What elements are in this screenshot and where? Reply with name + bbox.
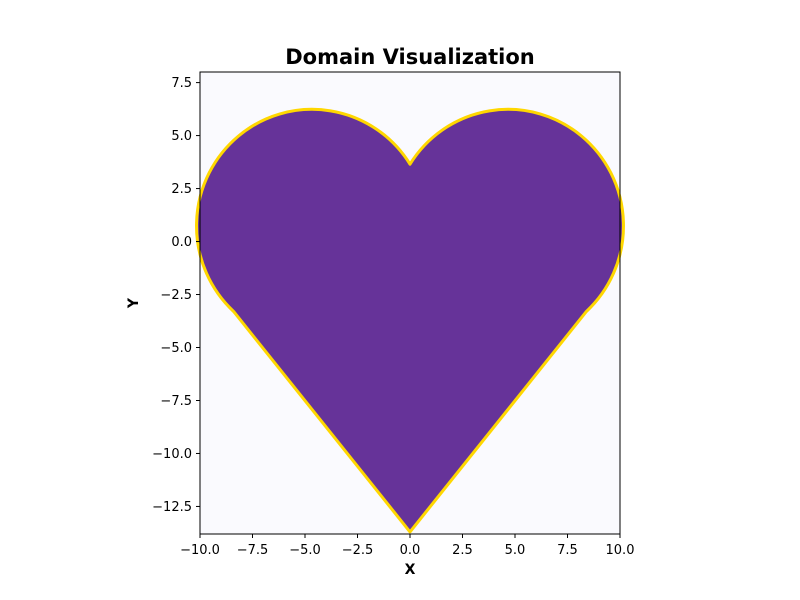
y-axis: 7.5 5.0 2.5 0.0 −2.5 −5.0 −7.5 −10.0 −12.5 (152, 76, 200, 515)
x-tick-label: 0.0 (400, 543, 421, 558)
x-tick-label: 2.5 (452, 543, 473, 558)
x-tick-label: 5.0 (505, 543, 526, 558)
y-tick-label: 7.5 (171, 76, 192, 91)
domain-shape (195, 107, 625, 534)
x-tick-label: −5.0 (289, 543, 321, 558)
y-axis-label: Y (126, 297, 142, 309)
y-tick-label: 2.5 (171, 182, 192, 197)
x-tick-label: −7.5 (237, 543, 269, 558)
y-tick-label: −7.5 (160, 394, 192, 409)
x-tick-label: 10.0 (606, 543, 635, 558)
x-axis: −10.0 −7.5 −5.0 −2.5 0.0 2.5 5.0 7.5 10.0 (180, 534, 634, 558)
chart-title: Domain Visualization (285, 45, 534, 69)
x-tick-label: −2.5 (342, 543, 374, 558)
y-tick-label: 0.0 (171, 235, 192, 250)
x-tick-label: −10.0 (180, 543, 220, 558)
y-tick-label: −5.0 (160, 341, 192, 356)
x-tick-label: 7.5 (557, 543, 578, 558)
x-axis-label: X (405, 562, 416, 578)
y-tick-label: −12.5 (152, 500, 192, 515)
y-tick-label: 5.0 (171, 129, 192, 144)
y-tick-label: −2.5 (160, 288, 192, 303)
y-tick-label: −10.0 (152, 447, 192, 462)
